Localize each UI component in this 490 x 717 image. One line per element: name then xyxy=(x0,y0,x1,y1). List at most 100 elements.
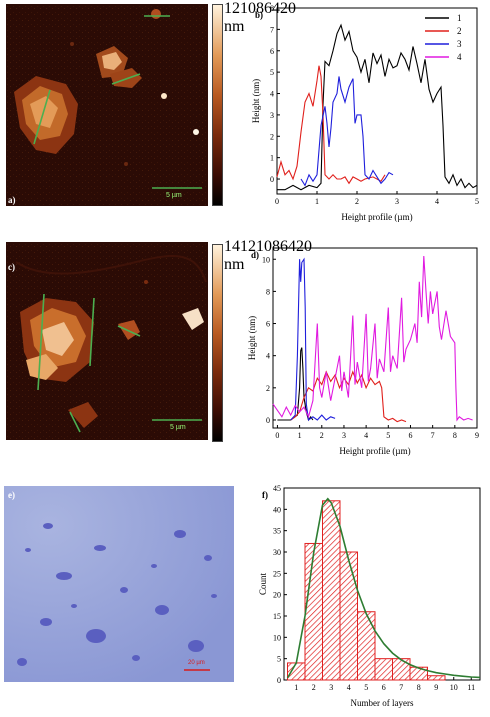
x-tick-label: 1 xyxy=(298,431,302,440)
histogram-bar xyxy=(374,658,393,681)
y-tick-label: 0 xyxy=(277,676,281,685)
y-tick-label: 8 xyxy=(270,4,274,13)
x-tick-label: 0 xyxy=(275,431,279,440)
scale-bar-label-e: 20 µm xyxy=(188,660,205,666)
afm-image-c: 5 µm c) xyxy=(6,242,208,440)
histogram-bar xyxy=(322,500,341,681)
panel-label-e: e) xyxy=(8,490,15,500)
y-tick-label: 10 xyxy=(262,255,270,264)
panel-e: 20 µm e) xyxy=(4,486,234,682)
x-tick-label: 9 xyxy=(475,431,479,440)
colorbar-tick-label: 8 xyxy=(272,238,280,255)
legend-label-1: 1 xyxy=(457,13,462,23)
y-tick-label: 10 xyxy=(273,633,281,642)
x-tick-label: 2 xyxy=(355,197,359,206)
x-axis-label: Number of layers xyxy=(351,698,414,708)
profile-line-1 xyxy=(33,89,51,145)
histogram-bar xyxy=(304,542,323,681)
x-tick-label: 11 xyxy=(467,683,475,692)
y-tick-label: 0 xyxy=(266,416,270,425)
panel-label: f) xyxy=(262,490,268,500)
plot-frame xyxy=(276,7,478,195)
x-tick-label: 8 xyxy=(417,683,421,692)
y-tick-label: 20 xyxy=(273,591,281,600)
x-tick-label: 9 xyxy=(434,683,438,692)
y-tick-label: 45 xyxy=(273,484,281,493)
y-tick-label: 2 xyxy=(266,384,270,393)
y-tick-label: 8 xyxy=(266,287,270,296)
x-tick-label: 6 xyxy=(408,431,412,440)
y-tick-label: 2 xyxy=(270,132,274,141)
y-tick-label: 0 xyxy=(270,175,274,184)
y-tick-label: 15 xyxy=(273,612,281,621)
x-tick-label: 2 xyxy=(312,683,316,692)
afm-features-c xyxy=(6,242,208,440)
legend-label-4: 4 xyxy=(457,52,462,62)
panel-label: d) xyxy=(251,250,259,260)
x-tick-label: 4 xyxy=(364,431,368,440)
y-axis-label: Height (nm) xyxy=(247,316,257,360)
afm-features-a xyxy=(6,4,208,206)
y-tick-label: 4 xyxy=(266,352,270,361)
histogram-bar xyxy=(339,551,358,681)
x-tick-label: 10 xyxy=(450,683,458,692)
x-tick-label: 4 xyxy=(435,197,439,206)
x-tick-label: 3 xyxy=(395,197,399,206)
x-tick-label: 2 xyxy=(320,431,324,440)
x-tick-label: 4 xyxy=(347,683,351,692)
colorbar-a xyxy=(212,4,223,206)
x-axis-label: Height profile (µm) xyxy=(341,212,412,222)
series-line-3 xyxy=(290,257,336,421)
y-tick-label: 6 xyxy=(270,47,274,56)
series-line-3 xyxy=(300,76,394,187)
x-axis-label: Height profile (µm) xyxy=(339,446,410,456)
y-tick-label: 1 xyxy=(270,154,274,163)
y-tick-label: 25 xyxy=(273,569,281,578)
colorbar-tick-label: 12 xyxy=(240,238,256,255)
legend-label-3: 3 xyxy=(457,39,462,49)
scale-bar-label-c: 5 µm xyxy=(170,424,186,431)
profile-line-c1 xyxy=(37,293,45,391)
colorbar-tick-label: 10 xyxy=(240,0,256,17)
panel-label: b) xyxy=(255,10,263,20)
y-tick-label: 3 xyxy=(270,111,274,120)
y-axis-label: Height (nm) xyxy=(251,79,261,123)
profile-line-c4 xyxy=(69,411,81,433)
series-line-2 xyxy=(276,65,386,185)
legend-label-2: 2 xyxy=(457,26,462,36)
chart-b: 0 1 2 3 4 5 0 1 2 3 4 5 6 7 8 Height profile (µm) Height… xyxy=(251,4,479,222)
x-tick-label: 5 xyxy=(364,683,368,692)
colorbar-tick-label: 4 xyxy=(288,238,296,255)
optical-flakes-e xyxy=(4,486,234,682)
y-axis-label: Count xyxy=(258,573,268,596)
x-tick-label: 5 xyxy=(475,197,479,206)
colorbar-tick-label: 4 xyxy=(272,0,280,17)
panel-label-a: a) xyxy=(8,195,16,205)
afm-image-a: 5 µm a) xyxy=(6,4,208,206)
x-tick-label: 1 xyxy=(294,683,298,692)
y-tick-label: 4 xyxy=(270,90,274,99)
colorbar-tick-label: 8 xyxy=(256,0,264,17)
x-tick-label: 1 xyxy=(315,197,319,206)
y-tick-label: 30 xyxy=(273,548,281,557)
colorbar-tick-label: 12 xyxy=(224,0,240,17)
plot-frame xyxy=(272,247,478,429)
y-tick-label: 35 xyxy=(273,527,281,536)
x-tick-label: 6 xyxy=(382,683,386,692)
y-tick-label: 5 xyxy=(277,655,281,664)
panel-label-c: c) xyxy=(8,262,15,272)
series-line-1 xyxy=(277,23,478,191)
chart-d: 0 1 2 3 4 5 6 7 8 9 0 2 4 6 8 10 Height profile (µm) Heig… xyxy=(247,247,479,456)
x-tick-label: 5 xyxy=(386,431,390,440)
profile-line-c3 xyxy=(117,325,141,337)
histogram-bar xyxy=(392,658,411,681)
fit-curve xyxy=(286,497,481,679)
x-tick-label: 3 xyxy=(329,683,333,692)
colorbar-tick-label: 6 xyxy=(264,0,272,17)
histogram-bar xyxy=(357,611,376,681)
series-line-4 xyxy=(272,255,473,422)
legend-b: 1 2 3 4 xyxy=(425,13,462,62)
y-tick-label: 5 xyxy=(270,68,274,77)
colorbar-tick-label: 0 nm xyxy=(224,238,312,273)
